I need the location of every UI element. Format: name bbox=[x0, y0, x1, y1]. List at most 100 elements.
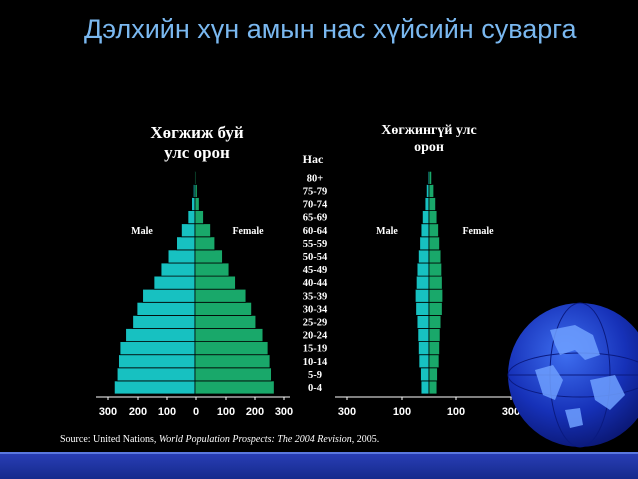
bar-female-70-74 bbox=[428, 197, 437, 212]
bar-female-35-39 bbox=[194, 288, 247, 303]
bar-male-25-29 bbox=[132, 314, 196, 329]
age-label-5-9: 5-9 bbox=[308, 370, 322, 381]
age-label-20-24: 20-24 bbox=[303, 331, 328, 342]
legend-female: Female bbox=[462, 226, 494, 237]
bar-male-45-49 bbox=[416, 262, 430, 277]
x-tick-label: 0 bbox=[193, 406, 199, 418]
age-label-80+: 80+ bbox=[307, 173, 324, 184]
age-label-75-79: 75-79 bbox=[303, 187, 328, 198]
bar-male-0-4 bbox=[113, 380, 196, 395]
legend-female: Female bbox=[232, 226, 264, 237]
bar-male-15-19 bbox=[119, 341, 196, 356]
bar-female-80+ bbox=[194, 170, 197, 185]
footer-line bbox=[0, 452, 638, 454]
bar-male-50-54 bbox=[417, 249, 430, 264]
bar-male-55-59 bbox=[176, 236, 196, 251]
age-label-50-54: 50-54 bbox=[303, 252, 328, 263]
age-axis-title: Нас bbox=[303, 152, 324, 166]
bar-male-45-49 bbox=[160, 262, 196, 277]
bar-male-65-69 bbox=[187, 210, 196, 225]
bar-female-0-4 bbox=[194, 380, 275, 395]
bar-female-45-49 bbox=[194, 262, 230, 277]
age-label-45-49: 45-49 bbox=[303, 265, 328, 276]
footer-bar bbox=[0, 452, 638, 479]
bar-female-10-14 bbox=[428, 354, 440, 369]
bar-female-70-74 bbox=[194, 197, 200, 212]
age-label-10-14: 10-14 bbox=[303, 357, 328, 368]
bar-female-15-19 bbox=[428, 341, 441, 356]
x-tick-label: 300 bbox=[99, 406, 117, 418]
bar-female-50-54 bbox=[428, 249, 442, 264]
bar-male-60-64 bbox=[420, 223, 430, 238]
age-label-0-4: 0-4 bbox=[308, 383, 323, 394]
bar-female-65-69 bbox=[194, 210, 204, 225]
bar-female-5-9 bbox=[428, 367, 438, 382]
age-label-15-19: 15-19 bbox=[303, 344, 328, 355]
x-tick-label: 100 bbox=[158, 406, 176, 418]
x-tick-label: 200 bbox=[246, 406, 264, 418]
bar-female-60-64 bbox=[194, 223, 211, 238]
x-tick-label: 300 bbox=[275, 406, 293, 418]
age-label-60-64: 60-64 bbox=[303, 226, 328, 237]
source-note: Source: United Nations, World Population… bbox=[60, 434, 379, 445]
source-prefix: Source: United Nations, bbox=[60, 434, 159, 445]
bar-male-10-14 bbox=[118, 354, 196, 369]
pyramid-title: Хөгжингүй улс орон bbox=[381, 123, 476, 155]
bar-female-65-69 bbox=[428, 210, 438, 225]
bar-female-25-29 bbox=[194, 314, 257, 329]
bar-male-30-34 bbox=[415, 301, 430, 316]
source-suffix: , 2005. bbox=[351, 434, 380, 445]
bar-female-50-54 bbox=[194, 249, 223, 264]
x-tick-label: 300 bbox=[338, 406, 356, 418]
bar-male-20-24 bbox=[417, 328, 430, 343]
bar-female-55-59 bbox=[428, 236, 441, 251]
x-tick-label: 100 bbox=[447, 406, 465, 418]
x-tick-label: 100 bbox=[393, 406, 411, 418]
bar-male-70-74 bbox=[424, 197, 430, 212]
bar-male-20-24 bbox=[125, 328, 196, 343]
bar-female-30-34 bbox=[194, 301, 252, 316]
bar-female-45-49 bbox=[428, 262, 443, 277]
bar-male-35-39 bbox=[414, 288, 430, 303]
bar-female-30-34 bbox=[428, 301, 443, 316]
source-publication: World Population Prospects: The 2004 Rev… bbox=[158, 434, 352, 445]
age-axis-labels: Нас 0-4 5-9 10-14 15-19 20-24 25-29 30-34 35-39 4… bbox=[303, 152, 328, 394]
bar-female-5-9 bbox=[194, 367, 272, 382]
age-label-30-34: 30-34 bbox=[303, 304, 328, 315]
bar-male-70-74 bbox=[191, 197, 196, 212]
legend-male: Male bbox=[376, 226, 398, 237]
bar-male-10-14 bbox=[418, 354, 430, 369]
developing-countries-pyramid: Хөгжиж буй улс орон Male Female 300 200 100 0 10… bbox=[96, 123, 293, 418]
bar-female-0-4 bbox=[428, 380, 438, 395]
age-label-55-59: 55-59 bbox=[303, 239, 328, 250]
bar-male-30-34 bbox=[136, 301, 196, 316]
bar-male-0-4 bbox=[420, 380, 430, 395]
bar-male-55-59 bbox=[419, 236, 430, 251]
age-label-65-69: 65-69 bbox=[303, 213, 328, 224]
bar-male-50-54 bbox=[167, 249, 196, 264]
bar-male-35-39 bbox=[142, 288, 196, 303]
age-label-25-29: 25-29 bbox=[303, 318, 328, 329]
bar-male-15-19 bbox=[417, 341, 430, 356]
bar-female-40-44 bbox=[428, 275, 443, 290]
bar-male-5-9 bbox=[116, 367, 196, 382]
age-label-35-39: 35-39 bbox=[303, 291, 328, 302]
age-label-70-74: 70-74 bbox=[303, 200, 328, 211]
globe-icon bbox=[507, 302, 638, 448]
bar-female-75-79 bbox=[428, 183, 435, 198]
bar-female-20-24 bbox=[428, 328, 441, 343]
bar-female-15-19 bbox=[194, 341, 269, 356]
bar-female-60-64 bbox=[428, 223, 439, 238]
bar-female-25-29 bbox=[428, 314, 442, 329]
bar-female-55-59 bbox=[194, 236, 216, 251]
bar-female-10-14 bbox=[194, 354, 271, 369]
x-tick-label: 100 bbox=[217, 406, 235, 418]
bar-female-75-79 bbox=[194, 183, 198, 198]
legend-male: Male bbox=[131, 226, 153, 237]
bar-female-35-39 bbox=[428, 288, 444, 303]
slide-title: Дэлхийн хүн амын нас хүйсийн суварга bbox=[84, 14, 577, 44]
bar-female-20-24 bbox=[194, 328, 264, 343]
x-tick-label: 200 bbox=[129, 406, 147, 418]
bar-male-25-29 bbox=[416, 314, 430, 329]
